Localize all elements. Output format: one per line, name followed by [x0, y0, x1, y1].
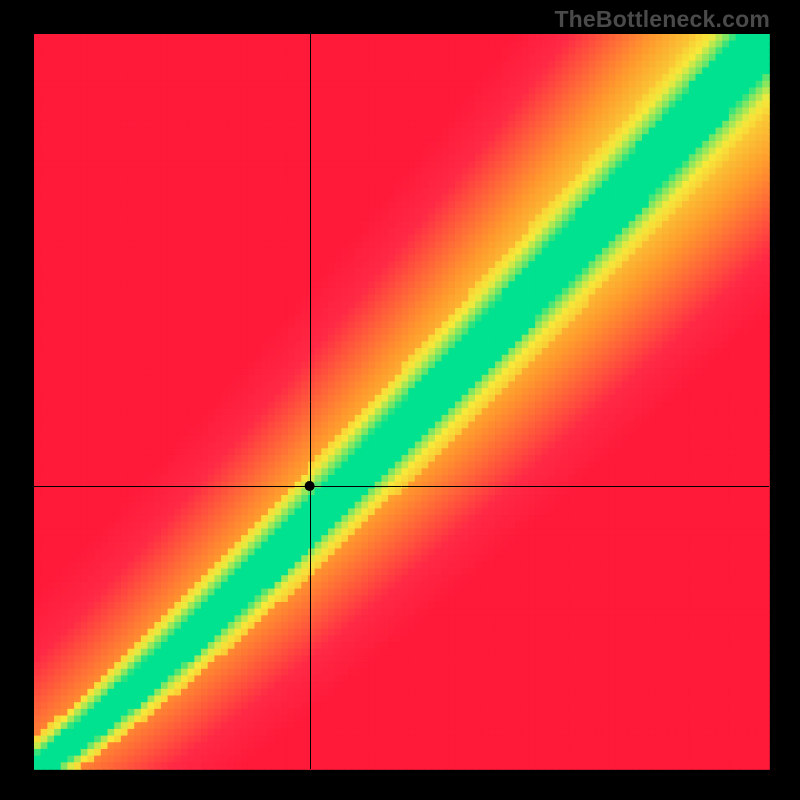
chart-container: { "watermark": { "text": "TheBottleneck.…	[0, 0, 800, 800]
bottleneck-heatmap	[0, 0, 800, 800]
watermark-text: TheBottleneck.com	[554, 6, 770, 33]
